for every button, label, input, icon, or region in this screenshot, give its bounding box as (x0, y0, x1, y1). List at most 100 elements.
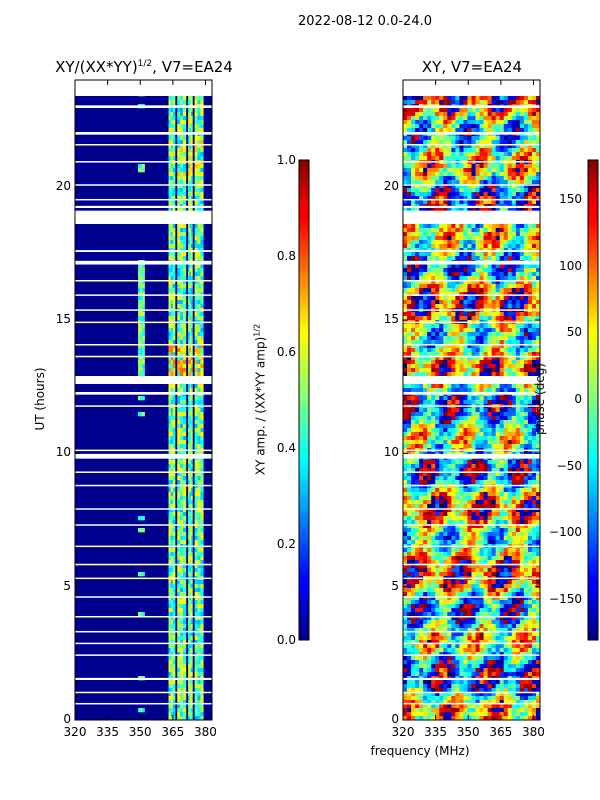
amp-cell (189, 536, 192, 541)
phase-cell (427, 96, 432, 101)
phase-cell (479, 120, 484, 125)
phase-cell (519, 124, 525, 129)
phase-cell (479, 352, 484, 357)
amp-cell (180, 112, 184, 117)
amp-cell (197, 620, 201, 625)
phase-cell (431, 136, 436, 141)
phase-cell (527, 224, 533, 229)
phase-cell (435, 332, 440, 337)
amp-cell (177, 668, 181, 673)
amp-cell (189, 432, 192, 437)
phase-cell (471, 196, 476, 201)
amp-cell (188, 692, 190, 697)
amp-cell (194, 180, 198, 185)
phase-cell (435, 272, 440, 277)
phase-cell (455, 412, 460, 417)
amp-cell (168, 364, 171, 369)
amp-cell (180, 516, 184, 521)
phase-cell (419, 240, 424, 245)
phase-cell (435, 264, 440, 269)
phase-cell (439, 340, 444, 345)
phase-cell (483, 188, 488, 193)
amp-cell (177, 188, 181, 193)
phase-cell (403, 144, 408, 149)
phase-cell (435, 288, 440, 293)
phase-cell (431, 264, 436, 269)
phase-cell (515, 108, 521, 113)
amp-cell (194, 292, 198, 297)
phase-cell (519, 396, 525, 401)
amp-cell (197, 540, 201, 545)
amp-cell (190, 664, 193, 669)
phase-cell (411, 188, 416, 193)
phase-cell (527, 156, 533, 161)
phase-cell (411, 136, 416, 141)
phase-cell (419, 96, 424, 101)
phase-cell (487, 300, 492, 305)
phase-cell (503, 364, 509, 369)
phase-cell (491, 272, 496, 277)
amp-cell (188, 536, 190, 541)
phase-cell (479, 232, 484, 237)
phase-cell (439, 236, 444, 241)
phase-cell (423, 100, 428, 105)
phase-cell (455, 272, 460, 277)
phase-cell (419, 196, 424, 201)
phase-cell (523, 168, 529, 173)
phase-cell (519, 364, 525, 369)
phase-cell (519, 304, 525, 309)
phase-cell (459, 200, 464, 205)
amp-cell (172, 324, 176, 329)
phase-cell (415, 280, 420, 285)
phase-cell (415, 208, 420, 213)
amp-cell (189, 552, 192, 557)
amp-cell (188, 696, 190, 701)
phase-cell (523, 360, 529, 365)
phase-cell (447, 240, 452, 245)
phase-cell (499, 192, 505, 197)
amp-cell (177, 560, 181, 565)
phase-cell (431, 328, 436, 333)
phase-cell (527, 116, 533, 121)
phase-cell (447, 152, 452, 157)
phase-cell (447, 280, 452, 285)
amp-cell (194, 416, 198, 421)
phase-cell (507, 112, 513, 117)
amp-cell (140, 284, 143, 289)
amp-cell (200, 532, 204, 537)
phase-cell (407, 108, 412, 113)
phase-cell (495, 128, 501, 133)
phase-cell (507, 316, 513, 321)
phase-cell (419, 368, 424, 373)
amp-cell (200, 332, 204, 337)
phase-cell (427, 292, 432, 297)
amp-cell (172, 388, 176, 393)
phase-cell (471, 136, 476, 141)
amp-cell (183, 384, 187, 389)
amp-cell (170, 504, 174, 509)
amp-cell (189, 396, 192, 401)
phase-cell (423, 244, 428, 249)
amp-cell (177, 632, 181, 637)
amp-cell (140, 328, 143, 333)
amp-cell (197, 316, 201, 321)
phase-cell (415, 148, 420, 153)
amp-cell (188, 196, 190, 201)
phase-cell (451, 208, 456, 213)
phase-cell (439, 168, 444, 173)
amp-cell (183, 316, 187, 321)
amp-cell (194, 620, 198, 625)
phase-cell (483, 176, 488, 181)
phase-cell (447, 420, 452, 425)
phase-cell (487, 172, 492, 177)
amp-cell (200, 600, 204, 605)
amp-cell (168, 640, 171, 645)
amp-cell (200, 412, 204, 417)
amp-cell (183, 292, 187, 297)
amp-cell (180, 108, 184, 113)
phase-cell (519, 292, 525, 297)
amp-cell (197, 296, 201, 301)
phase-cell (487, 140, 492, 145)
amp-cell (180, 572, 184, 577)
